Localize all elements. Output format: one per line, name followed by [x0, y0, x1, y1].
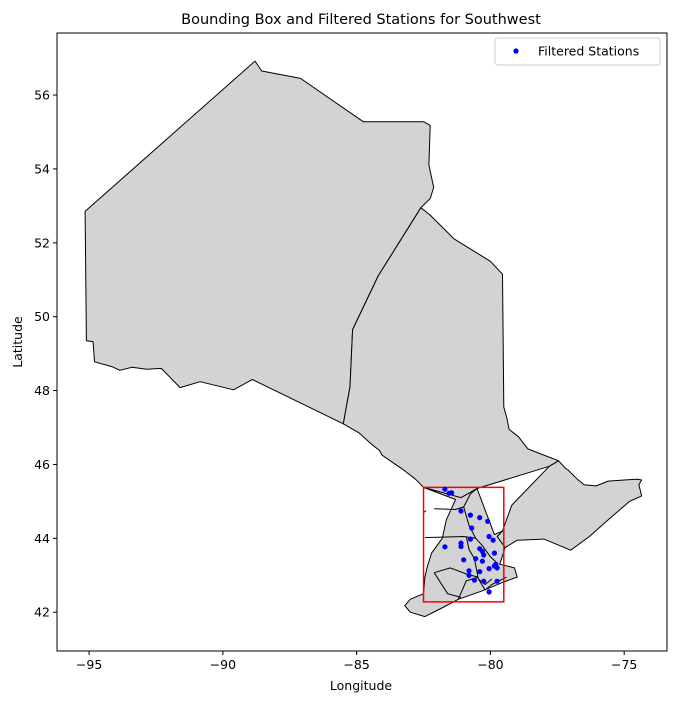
y-axis: 42 44 46 48 50 52 54 56 — [34, 88, 57, 620]
station-point — [469, 525, 475, 531]
y-tick-label: 54 — [34, 161, 50, 176]
y-tick-label: 48 — [34, 383, 50, 398]
station-point — [486, 589, 492, 595]
station-point — [477, 569, 483, 575]
station-point — [449, 490, 455, 496]
station-point — [491, 550, 497, 556]
station-point — [490, 537, 496, 543]
y-tick-label: 56 — [34, 88, 50, 103]
plot-frame — [56, 32, 668, 652]
x-tick-label: −90 — [210, 657, 236, 672]
station-point — [479, 558, 485, 564]
station-point — [442, 544, 448, 550]
station-point — [442, 486, 448, 492]
station-point — [477, 515, 483, 521]
legend-label: Filtered Stations — [538, 44, 639, 59]
y-tick-label: 52 — [34, 235, 50, 250]
station-point — [494, 578, 500, 584]
station-point — [486, 566, 492, 572]
boundary-line — [463, 506, 499, 565]
x-tick-label: −75 — [611, 657, 637, 672]
station-point — [458, 508, 464, 514]
station-point — [485, 518, 491, 524]
station-point — [494, 565, 500, 571]
y-tick-label: 50 — [34, 309, 50, 324]
station-point — [467, 536, 473, 542]
station-point — [467, 512, 473, 518]
y-tick-label: 46 — [34, 457, 50, 472]
x-tick-label: −80 — [477, 657, 503, 672]
station-point — [481, 552, 487, 558]
y-tick-label: 44 — [34, 531, 50, 546]
x-tick-label: −95 — [76, 657, 102, 672]
region-central — [342, 207, 560, 499]
regions-layer — [84, 60, 643, 618]
station-point — [473, 556, 479, 562]
x-tick-label: −85 — [343, 657, 369, 672]
station-point — [486, 533, 492, 540]
station-point — [458, 543, 464, 550]
station-point — [466, 572, 472, 578]
x-axis: −95 −90 −85 −80 −75 — [76, 651, 637, 672]
boundary-line — [434, 567, 479, 578]
legend-marker — [513, 48, 519, 54]
y-tick-label: 42 — [34, 605, 50, 620]
chart-title: Bounding Box and Filtered Stations for S… — [181, 12, 541, 28]
region-southwest — [404, 486, 518, 618]
station-point — [461, 557, 467, 563]
station-point — [481, 578, 487, 584]
x-axis-label: Longitude — [330, 678, 392, 693]
boundary-line — [465, 536, 493, 586]
bounding-box — [422, 486, 505, 603]
legend-frame — [494, 37, 661, 66]
y-axis-label: Latitude — [10, 316, 25, 368]
station-point — [466, 568, 472, 574]
boundary-line — [433, 572, 462, 598]
station-point — [471, 577, 477, 583]
legend: Filtered Stations — [494, 37, 661, 66]
stations-layer — [442, 486, 500, 595]
